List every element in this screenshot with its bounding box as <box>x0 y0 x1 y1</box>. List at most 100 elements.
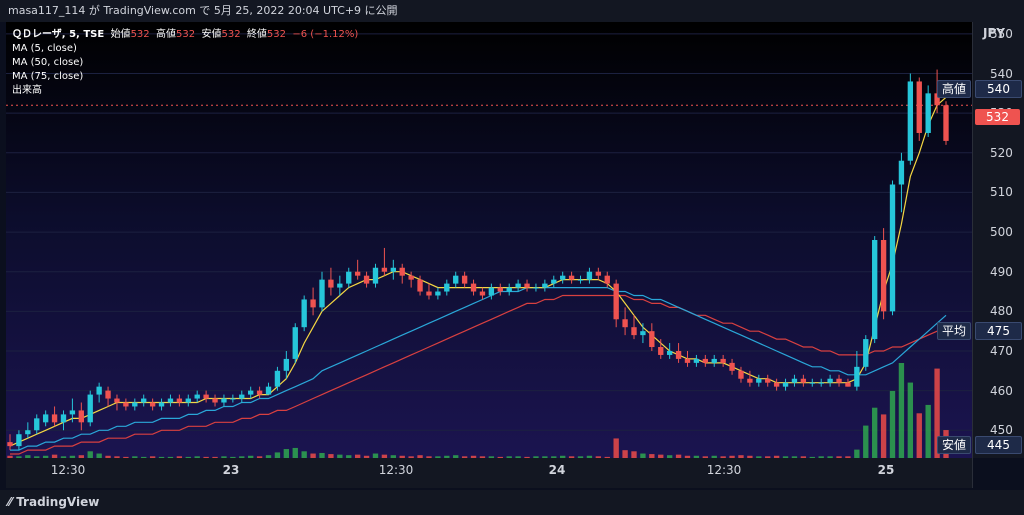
candle-body <box>221 398 227 403</box>
volume-bar <box>907 382 914 458</box>
candle-body <box>782 382 789 387</box>
volume-bar <box>461 456 468 458</box>
candle-body <box>435 291 441 296</box>
candlestick-chart[interactable] <box>6 22 972 458</box>
candle-body <box>756 378 762 383</box>
candle-body <box>827 378 833 383</box>
volume-bar <box>310 453 316 458</box>
candle-body <box>658 347 664 355</box>
volume-bar <box>925 404 931 458</box>
volume-bar <box>176 456 183 458</box>
volume-bar <box>515 456 521 458</box>
volume-bar <box>738 455 744 458</box>
candle-body <box>515 283 521 288</box>
candle-body <box>363 275 370 284</box>
volume-bar <box>185 456 191 458</box>
symbol-name[interactable]: ＱＤレーザ, 5, TSE <box>12 29 105 40</box>
volume-bar <box>568 456 575 458</box>
candle-body <box>604 275 610 284</box>
low-price-tag: 445 <box>975 436 1022 454</box>
time-tick-label: 12:30 <box>50 463 86 477</box>
candle-body <box>426 291 432 296</box>
candle-body <box>649 331 655 348</box>
candle-body <box>693 358 700 363</box>
volume-bar <box>346 455 352 458</box>
volume-bar <box>381 454 388 458</box>
candle-body <box>925 93 931 133</box>
candle-body <box>292 327 298 359</box>
indicator-volume[interactable]: 出来高 <box>12 85 42 96</box>
volume-bar <box>132 456 138 458</box>
volume-bar <box>711 455 717 458</box>
footer-bar: ⁄⁄ TradingView <box>0 490 1024 515</box>
candle-body <box>444 283 450 292</box>
volume-bar <box>141 456 147 458</box>
tradingview-logo[interactable]: ⁄⁄ TradingView <box>8 495 100 509</box>
chart-legend: ＱＤレーザ, 5, TSE 始値532 高値532 安値532 終値532 −6… <box>12 28 358 98</box>
volume-bar <box>114 456 120 458</box>
candle-body <box>889 184 896 312</box>
indicator-ma5[interactable]: MA (5, close) <box>12 43 77 54</box>
volume-bar <box>274 452 281 458</box>
candle-body <box>453 275 459 284</box>
volume-bar <box>479 456 486 458</box>
candle-body <box>533 287 539 289</box>
volume-bar <box>497 456 503 458</box>
volume-bar <box>239 456 245 458</box>
volume-bar <box>586 455 593 458</box>
candle-body <box>809 382 815 384</box>
volume-bar <box>684 455 691 458</box>
volume-bar <box>230 456 236 458</box>
last-price-tag: 532 <box>975 109 1020 125</box>
volume-bar <box>105 455 111 458</box>
volume-bar <box>836 456 842 458</box>
price-tick-label: 460 <box>990 383 1013 398</box>
candle-body <box>872 240 878 340</box>
candle-body <box>203 394 209 399</box>
candle-body <box>16 434 22 447</box>
ohlc-row: ＱＤレーザ, 5, TSE 始値532 高値532 安値532 終値532 −6… <box>12 28 358 42</box>
candle-body <box>283 358 290 371</box>
candle-body <box>497 287 503 292</box>
candle-body <box>337 283 343 288</box>
indicator-ma75[interactable]: MA (75, close) <box>12 71 84 82</box>
candle-body <box>506 287 512 292</box>
plot-area[interactable] <box>6 22 972 458</box>
candle-body <box>684 358 691 363</box>
close-value: 532 <box>266 29 287 40</box>
volume-bar <box>87 451 93 458</box>
volume-bar <box>791 456 798 458</box>
volume-bar <box>551 456 557 458</box>
candle-body <box>595 271 602 276</box>
volume-bar <box>524 456 530 458</box>
volume-bar <box>444 455 450 458</box>
avg-price-tag: 475 <box>975 322 1022 340</box>
price-tick-label: 520 <box>990 145 1013 160</box>
candle-body <box>105 390 111 399</box>
volume-bar <box>203 456 209 458</box>
volume-bar <box>337 454 343 458</box>
price-tick-label: 470 <box>990 343 1013 358</box>
candle-body <box>631 327 637 336</box>
candle-body <box>702 358 708 363</box>
volume-bar <box>426 456 432 458</box>
candle-body <box>738 370 744 379</box>
candle-body <box>675 350 682 359</box>
indicator-ma50[interactable]: MA (50, close) <box>12 57 84 68</box>
volume-bar <box>533 456 539 458</box>
volume-bar <box>158 456 165 458</box>
volume-bar <box>78 455 84 458</box>
price-tick-label: 510 <box>990 185 1013 200</box>
candle-body <box>87 394 93 423</box>
volume-bar <box>747 455 753 458</box>
volume-bar <box>470 455 477 458</box>
candle-body <box>60 414 67 423</box>
volume-bar <box>560 455 566 458</box>
volume-bar <box>675 454 682 458</box>
candle-body <box>354 271 361 276</box>
candle-body <box>301 299 307 328</box>
volume-bar <box>872 407 878 458</box>
time-axis[interactable] <box>6 458 972 488</box>
volume-bar <box>863 425 869 458</box>
candle-body <box>319 279 325 308</box>
